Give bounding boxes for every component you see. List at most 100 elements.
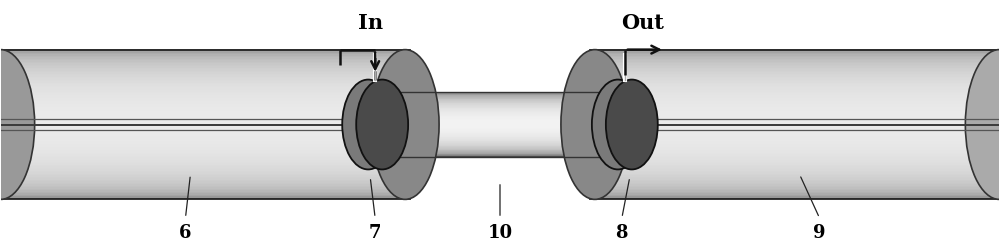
Bar xyxy=(590,192,999,194)
Bar xyxy=(1,182,410,183)
Bar xyxy=(1,114,410,116)
Bar xyxy=(590,106,999,107)
Bar xyxy=(590,82,999,83)
Bar xyxy=(590,189,999,191)
Bar xyxy=(1,66,410,68)
Text: 10: 10 xyxy=(487,223,513,241)
Bar xyxy=(590,56,999,58)
Bar xyxy=(590,172,999,174)
Bar xyxy=(1,129,410,131)
Bar xyxy=(590,77,999,79)
Bar xyxy=(1,183,410,185)
Bar xyxy=(375,107,625,108)
Bar xyxy=(375,123,625,124)
Bar xyxy=(590,190,999,192)
Bar xyxy=(375,118,625,119)
Bar xyxy=(1,52,410,54)
Bar xyxy=(590,170,999,171)
Bar xyxy=(590,108,999,110)
Bar xyxy=(590,143,999,144)
Bar xyxy=(1,170,410,171)
Bar xyxy=(590,123,999,125)
Bar xyxy=(375,106,625,107)
Bar xyxy=(1,131,410,132)
Bar xyxy=(590,58,999,59)
Bar xyxy=(1,128,410,130)
Bar xyxy=(590,80,999,82)
Bar xyxy=(1,80,410,82)
Bar xyxy=(375,134,625,136)
Bar xyxy=(590,89,999,91)
Bar xyxy=(1,176,410,177)
Bar xyxy=(375,122,625,124)
Bar xyxy=(375,102,625,103)
Bar xyxy=(1,62,410,64)
Bar xyxy=(590,102,999,104)
Bar xyxy=(375,136,625,137)
Bar xyxy=(590,62,999,64)
Bar xyxy=(375,124,625,125)
Bar xyxy=(1,158,410,159)
Bar xyxy=(375,152,625,153)
Bar xyxy=(1,162,410,164)
Bar xyxy=(590,64,999,65)
Bar xyxy=(1,50,410,52)
Bar xyxy=(1,95,410,97)
Bar xyxy=(375,151,625,152)
Bar xyxy=(1,100,410,101)
Bar xyxy=(590,150,999,152)
Bar xyxy=(590,71,999,73)
Bar xyxy=(590,153,999,155)
Bar xyxy=(1,71,410,73)
Ellipse shape xyxy=(592,80,644,170)
Bar xyxy=(590,125,999,126)
Bar xyxy=(590,149,999,150)
Bar xyxy=(590,178,999,180)
Bar xyxy=(1,144,410,146)
Text: 8: 8 xyxy=(616,223,628,241)
Bar xyxy=(590,184,999,186)
Bar xyxy=(1,123,410,125)
Bar xyxy=(1,196,410,198)
Bar xyxy=(590,104,999,106)
Bar xyxy=(375,99,625,100)
Bar xyxy=(375,126,625,128)
Bar xyxy=(590,165,999,167)
Bar xyxy=(590,96,999,98)
Bar xyxy=(1,102,410,104)
Bar xyxy=(1,159,410,161)
Ellipse shape xyxy=(356,80,408,170)
Bar xyxy=(1,165,410,167)
Bar xyxy=(590,158,999,159)
Bar xyxy=(1,110,410,112)
Bar xyxy=(1,98,410,100)
Bar xyxy=(590,177,999,179)
Bar xyxy=(1,88,410,89)
Bar xyxy=(590,114,999,116)
Bar xyxy=(1,177,410,179)
Bar xyxy=(1,143,410,144)
Bar xyxy=(590,166,999,168)
Bar xyxy=(590,146,999,148)
Bar xyxy=(590,65,999,67)
Bar xyxy=(590,137,999,138)
Text: 7: 7 xyxy=(369,223,381,241)
Bar xyxy=(1,198,410,200)
Bar xyxy=(590,92,999,94)
Bar xyxy=(590,83,999,85)
Text: Out: Out xyxy=(621,13,664,33)
Bar xyxy=(375,142,625,143)
Bar xyxy=(1,50,410,200)
Bar xyxy=(375,111,625,112)
Bar xyxy=(375,116,625,117)
Bar xyxy=(375,117,625,118)
Bar xyxy=(1,56,410,58)
Bar xyxy=(375,156,625,157)
Bar xyxy=(590,116,999,117)
Bar xyxy=(375,98,625,99)
Bar xyxy=(1,86,410,88)
Bar xyxy=(1,134,410,136)
Bar xyxy=(590,72,999,74)
Bar xyxy=(590,98,999,100)
Bar xyxy=(1,101,410,102)
